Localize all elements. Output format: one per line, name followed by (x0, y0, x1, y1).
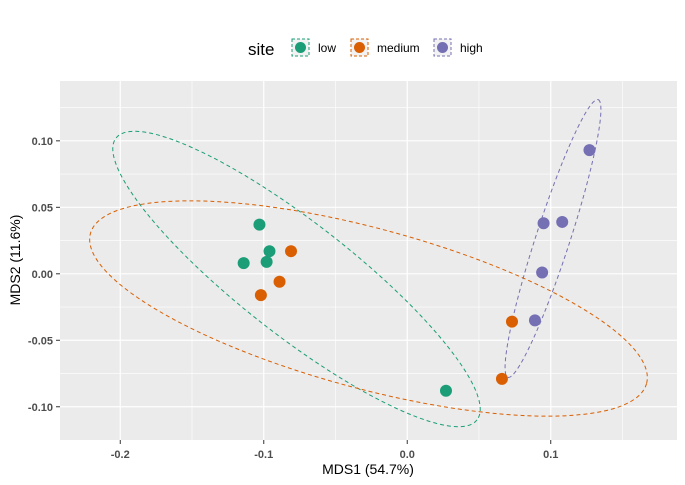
point-high (528, 314, 541, 327)
point-low (253, 218, 266, 231)
legend-label-high: high (460, 41, 483, 55)
y-axis: 0.10 0.05 0.00 -0.05 -0.10 (28, 136, 60, 414)
point-low (260, 255, 273, 268)
point-low (263, 245, 276, 258)
point-low (237, 257, 250, 270)
major-gridlines (60, 81, 677, 440)
x-axis: -0.2 -0.1 0.0 0.1 (111, 440, 558, 461)
point-high (537, 217, 550, 230)
x-tick-label: 0.1 (543, 449, 558, 461)
legend: site low medium high (248, 38, 483, 59)
ellipse-medium (89, 200, 648, 417)
point-low (439, 384, 452, 397)
legend-marker-low (295, 42, 306, 53)
point-medium (273, 275, 286, 288)
y-axis-title: MDS2 (11.6%) (7, 215, 23, 306)
ellipse-high (504, 99, 602, 378)
legend-item-medium: medium (350, 38, 420, 57)
y-tick-label: -0.10 (28, 402, 53, 414)
y-tick-label: 0.00 (32, 269, 53, 281)
data-points (237, 144, 596, 397)
legend-item-low: low (291, 38, 336, 57)
legend-title: site (248, 40, 274, 59)
legend-label-medium: medium (377, 41, 420, 55)
x-tick-label: -0.2 (111, 449, 130, 461)
x-axis-title: MDS1 (54.7%) (322, 461, 414, 477)
y-tick-label: -0.05 (28, 335, 53, 347)
y-tick-label: 0.10 (32, 136, 53, 148)
legend-marker-high (437, 42, 448, 53)
point-medium (254, 289, 267, 302)
y-tick-label: 0.05 (32, 202, 53, 214)
legend-marker-medium (354, 42, 365, 53)
plot-panel (60, 81, 677, 440)
point-medium (505, 315, 518, 328)
legend-label-low: low (318, 41, 336, 55)
point-medium (495, 372, 508, 385)
legend-item-high: high (433, 38, 483, 57)
point-medium (285, 245, 298, 258)
x-tick-label: -0.1 (254, 449, 273, 461)
point-high (536, 266, 549, 279)
point-high (556, 215, 569, 228)
point-high (583, 144, 596, 157)
x-tick-label: 0.0 (400, 449, 415, 461)
